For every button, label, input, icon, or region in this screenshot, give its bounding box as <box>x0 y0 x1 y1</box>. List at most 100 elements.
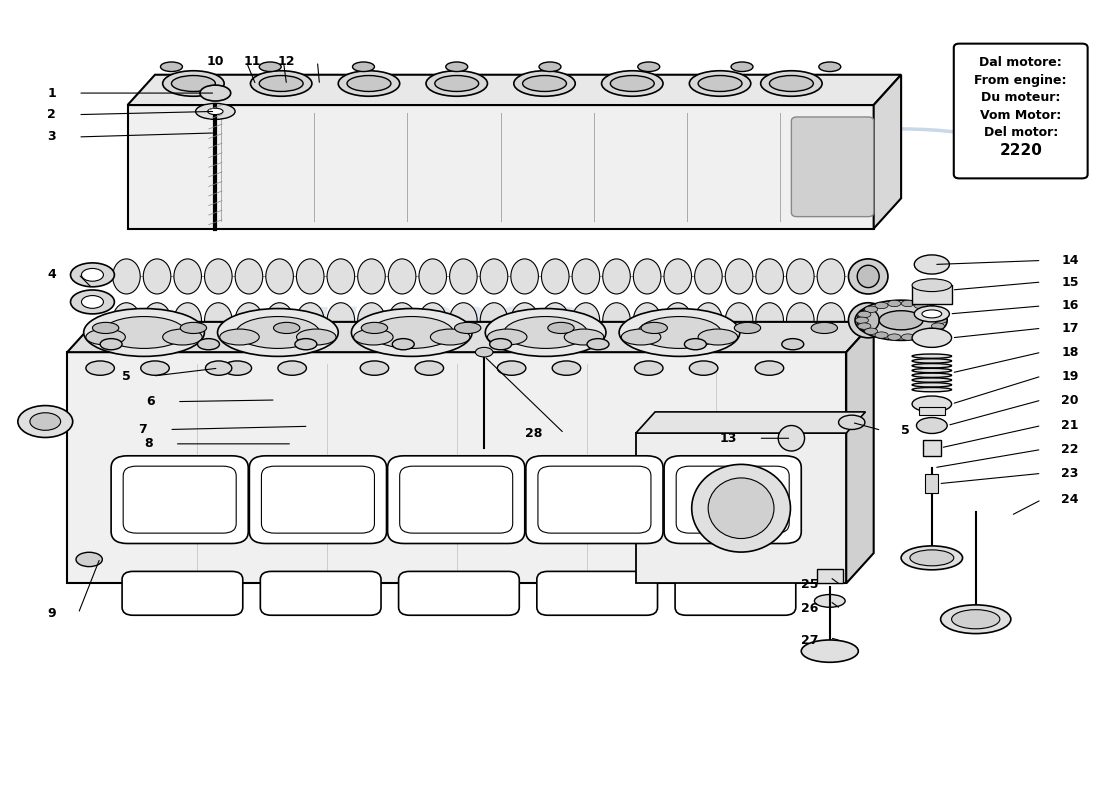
Ellipse shape <box>912 368 952 373</box>
Ellipse shape <box>30 413 60 430</box>
Ellipse shape <box>172 75 216 91</box>
Ellipse shape <box>393 338 415 350</box>
Text: 26: 26 <box>802 602 818 615</box>
Ellipse shape <box>914 306 949 322</box>
Ellipse shape <box>143 259 170 294</box>
Ellipse shape <box>901 300 914 306</box>
Ellipse shape <box>141 361 169 375</box>
Ellipse shape <box>858 323 871 330</box>
Ellipse shape <box>86 329 125 345</box>
Ellipse shape <box>84 309 205 356</box>
Ellipse shape <box>756 361 783 375</box>
Ellipse shape <box>514 70 575 96</box>
FancyBboxPatch shape <box>122 571 243 615</box>
Bar <box>636 433 846 583</box>
Ellipse shape <box>912 279 952 291</box>
Ellipse shape <box>297 329 336 345</box>
Bar <box>956 46 1086 177</box>
Ellipse shape <box>236 317 320 349</box>
Ellipse shape <box>450 259 477 294</box>
Ellipse shape <box>684 338 706 350</box>
Ellipse shape <box>912 378 952 382</box>
Ellipse shape <box>327 302 354 338</box>
Ellipse shape <box>952 610 1000 629</box>
FancyBboxPatch shape <box>538 466 651 533</box>
Ellipse shape <box>912 363 952 368</box>
Text: 28: 28 <box>525 427 542 440</box>
Ellipse shape <box>504 317 587 349</box>
Ellipse shape <box>434 75 478 91</box>
Ellipse shape <box>817 302 845 338</box>
Ellipse shape <box>916 418 947 434</box>
Ellipse shape <box>848 302 888 338</box>
Polygon shape <box>128 74 901 105</box>
Ellipse shape <box>901 334 914 340</box>
Ellipse shape <box>694 259 723 294</box>
Text: 4: 4 <box>47 267 56 281</box>
Bar <box>67 352 846 583</box>
Ellipse shape <box>725 302 752 338</box>
Ellipse shape <box>353 329 393 345</box>
Ellipse shape <box>874 332 888 338</box>
Text: 16: 16 <box>1062 299 1079 313</box>
Ellipse shape <box>664 302 692 338</box>
Ellipse shape <box>664 259 692 294</box>
Ellipse shape <box>811 322 837 334</box>
Text: 5: 5 <box>122 370 131 382</box>
Ellipse shape <box>602 70 663 96</box>
Ellipse shape <box>454 322 481 334</box>
Ellipse shape <box>235 259 263 294</box>
Ellipse shape <box>358 259 385 294</box>
Text: 23: 23 <box>1062 467 1079 480</box>
Ellipse shape <box>761 70 822 96</box>
Ellipse shape <box>361 322 387 334</box>
Ellipse shape <box>295 338 317 350</box>
Ellipse shape <box>848 259 888 294</box>
Ellipse shape <box>163 329 202 345</box>
Ellipse shape <box>450 302 477 338</box>
Text: 1: 1 <box>47 86 56 99</box>
Ellipse shape <box>490 338 512 350</box>
Ellipse shape <box>838 415 865 430</box>
Ellipse shape <box>818 62 840 71</box>
Ellipse shape <box>251 70 312 96</box>
Text: Vom Motor:: Vom Motor: <box>980 109 1062 122</box>
Ellipse shape <box>940 605 1011 634</box>
Ellipse shape <box>205 259 232 294</box>
Ellipse shape <box>888 300 901 306</box>
Ellipse shape <box>932 311 945 318</box>
Ellipse shape <box>510 302 538 338</box>
Text: 7: 7 <box>139 423 147 436</box>
Ellipse shape <box>858 311 871 318</box>
Ellipse shape <box>200 85 231 101</box>
Ellipse shape <box>274 322 300 334</box>
Ellipse shape <box>419 259 447 294</box>
Ellipse shape <box>415 361 443 375</box>
Ellipse shape <box>638 317 722 349</box>
Ellipse shape <box>782 338 804 350</box>
Ellipse shape <box>360 361 388 375</box>
Ellipse shape <box>856 317 869 323</box>
Text: 11: 11 <box>244 54 262 68</box>
Text: 2: 2 <box>47 108 56 121</box>
Ellipse shape <box>914 332 927 338</box>
Ellipse shape <box>865 328 878 334</box>
Ellipse shape <box>874 302 888 309</box>
Ellipse shape <box>352 62 374 71</box>
Bar <box>128 105 873 229</box>
Text: 2220: 2220 <box>999 143 1042 158</box>
Ellipse shape <box>218 309 338 356</box>
Ellipse shape <box>510 259 538 294</box>
Ellipse shape <box>692 464 791 552</box>
Ellipse shape <box>260 62 282 71</box>
Ellipse shape <box>641 322 668 334</box>
Polygon shape <box>846 322 873 583</box>
Ellipse shape <box>934 317 947 323</box>
Ellipse shape <box>196 103 235 119</box>
Ellipse shape <box>102 317 186 349</box>
Text: 20: 20 <box>1062 394 1079 406</box>
Ellipse shape <box>778 426 804 451</box>
Text: 21: 21 <box>1062 419 1079 432</box>
Ellipse shape <box>912 382 952 387</box>
FancyBboxPatch shape <box>526 456 663 543</box>
